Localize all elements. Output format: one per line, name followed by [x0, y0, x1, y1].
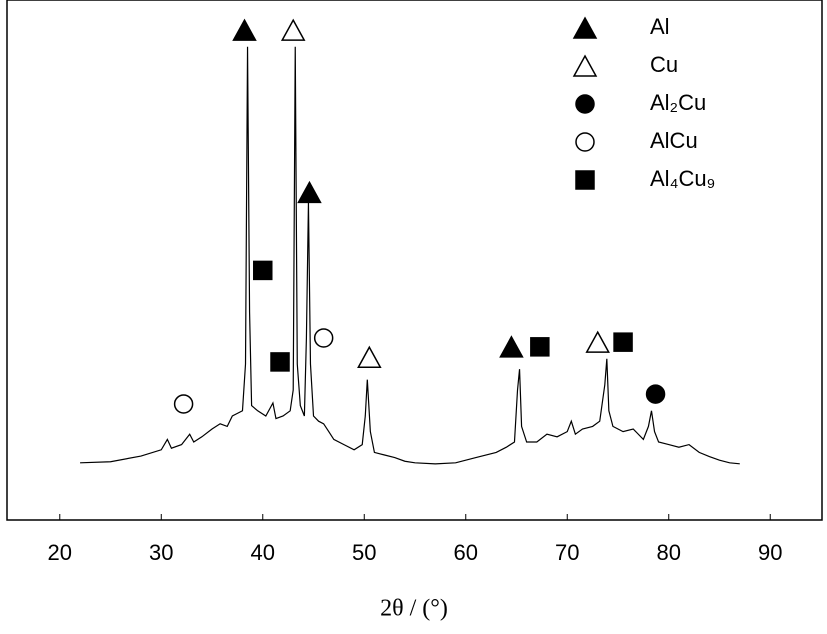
legend-label: Al₂Cu: [650, 90, 706, 115]
x-tick-label: 20: [48, 540, 72, 565]
legend-symbol: [572, 54, 598, 77]
x-tick-label: 90: [758, 540, 782, 565]
phase-marker: [499, 335, 524, 358]
phase-marker: [530, 337, 550, 357]
x-tick-label: 60: [454, 540, 478, 565]
phase-marker: [232, 18, 257, 41]
x-axis-label: 2θ / (°): [380, 596, 448, 622]
phase-marker: [357, 345, 382, 368]
phase-marker: [270, 352, 290, 372]
phase-marker: [297, 180, 322, 204]
xrd-line: [80, 46, 740, 465]
legend-label: Al: [650, 14, 670, 39]
legend-symbol: [572, 16, 598, 39]
phase-marker: [613, 332, 633, 352]
phase-marker: [173, 394, 194, 414]
x-tick-label: 30: [149, 540, 173, 565]
phase-marker: [585, 330, 610, 353]
legend-label: Al₄Cu₉: [650, 166, 715, 191]
phase-marker: [253, 260, 273, 281]
x-tick-label: 40: [251, 540, 275, 565]
plot-frame: [6, 0, 823, 521]
x-tick-label: 80: [657, 540, 681, 565]
phase-marker: [645, 384, 666, 404]
x-tick-label: 50: [352, 540, 376, 565]
legend-label: Cu: [650, 52, 678, 77]
legend-symbol: [575, 170, 595, 190]
legend-symbol: [575, 94, 595, 114]
phase-marker: [313, 328, 334, 348]
phase-marker: [280, 18, 306, 41]
legend-symbol: [575, 132, 595, 152]
legend-label: AlCu: [650, 128, 698, 153]
x-tick-label: 70: [555, 540, 579, 565]
